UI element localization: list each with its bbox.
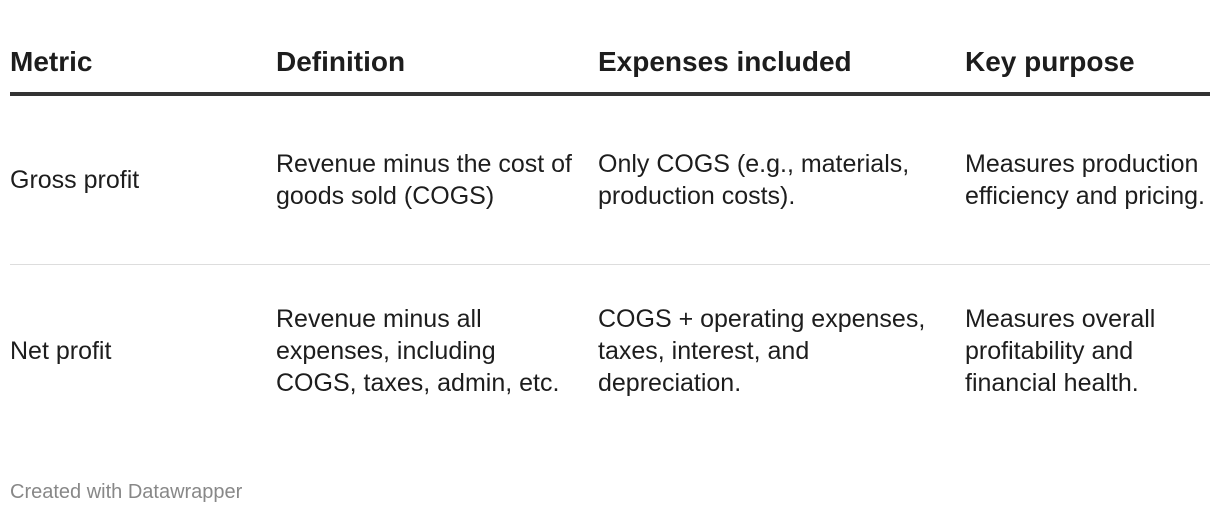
cell-key-purpose: Measures production efficiency and prici…	[965, 94, 1210, 265]
cell-expenses-included: Only COGS (e.g., materials, production c…	[598, 94, 965, 265]
cell-definition: Revenue minus the cost of goods sold (CO…	[276, 94, 598, 265]
datawrapper-credit: Created with Datawrapper	[10, 481, 243, 503]
cell-metric: Gross profit	[10, 94, 276, 265]
table-row: Gross profit Revenue minus the cost of g…	[10, 94, 1210, 265]
cell-expenses-included: COGS + operating expenses, taxes, intere…	[598, 305, 926, 397]
table-row: Net profit Revenue minus all expenses, i…	[10, 265, 1210, 438]
cell-definition: Revenue minus all expenses, including CO…	[276, 305, 560, 397]
header-row: Metric Definition Expenses included Key …	[10, 40, 1210, 96]
cell-metric: Net profit	[10, 337, 112, 365]
comparison-table: Metric Definition Expenses included Key …	[10, 40, 1210, 437]
column-header-key-purpose: Key purpose	[965, 40, 1210, 96]
column-header-metric: Metric	[10, 40, 276, 96]
column-header-definition: Definition	[276, 40, 598, 96]
column-header-expenses-included: Expenses included	[598, 40, 965, 96]
cell-key-purpose: Measures overall profitability and finan…	[965, 305, 1156, 397]
